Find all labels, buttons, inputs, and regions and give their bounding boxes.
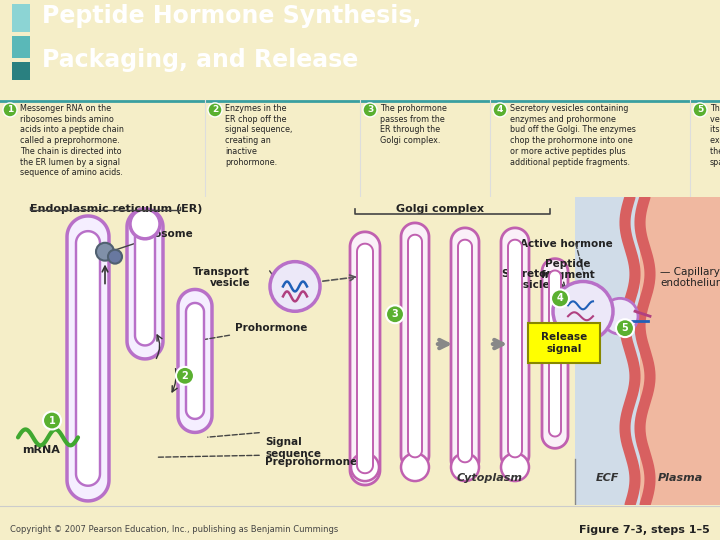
Text: Packaging, and Release: Packaging, and Release	[42, 48, 359, 72]
Text: Messenger RNA on the
ribosomes binds amino
acids into a peptide chain
called a p: Messenger RNA on the ribosomes binds ami…	[20, 104, 124, 178]
Text: 1: 1	[49, 415, 55, 426]
Polygon shape	[401, 223, 429, 469]
FancyBboxPatch shape	[575, 197, 655, 505]
Text: mRNA: mRNA	[22, 446, 60, 455]
Polygon shape	[186, 303, 204, 419]
Circle shape	[176, 367, 194, 385]
Text: 3: 3	[367, 105, 373, 114]
Circle shape	[616, 319, 634, 337]
Text: Ribosome: Ribosome	[109, 229, 193, 252]
Polygon shape	[127, 209, 163, 359]
Text: Peptide
fragment: Peptide fragment	[541, 259, 595, 280]
Circle shape	[602, 299, 638, 334]
Circle shape	[96, 243, 114, 261]
Circle shape	[270, 262, 320, 311]
Circle shape	[208, 103, 222, 117]
Circle shape	[693, 103, 707, 117]
Polygon shape	[76, 231, 100, 485]
Text: Endoplasmic reticulum (ER): Endoplasmic reticulum (ER)	[30, 204, 202, 214]
Circle shape	[363, 103, 377, 117]
Polygon shape	[451, 228, 479, 474]
Text: Preprohormone: Preprohormone	[265, 457, 357, 467]
Polygon shape	[408, 235, 422, 457]
Text: 1: 1	[7, 105, 13, 114]
Text: 4: 4	[557, 293, 563, 303]
Polygon shape	[501, 228, 529, 469]
Text: 5: 5	[697, 105, 703, 114]
Text: 2: 2	[181, 371, 189, 381]
FancyBboxPatch shape	[12, 4, 30, 32]
Text: The secretory
vesicle releases
its contents by
exocytosis into
the extracellular: The secretory vesicle releases its conte…	[710, 104, 720, 167]
Polygon shape	[458, 240, 472, 462]
Polygon shape	[549, 271, 561, 436]
Polygon shape	[350, 232, 380, 485]
Circle shape	[401, 453, 429, 481]
Polygon shape	[542, 259, 568, 448]
Polygon shape	[67, 216, 109, 501]
Circle shape	[3, 103, 17, 117]
Circle shape	[43, 411, 61, 429]
Text: Secretory
vesicle: Secretory vesicle	[501, 268, 559, 290]
Circle shape	[551, 289, 569, 307]
Polygon shape	[357, 244, 373, 473]
Text: Enzymes in the
ER chop off the
signal sequence,
creating an
inactive
prohormone.: Enzymes in the ER chop off the signal se…	[225, 104, 292, 167]
FancyBboxPatch shape	[12, 36, 30, 58]
Polygon shape	[178, 289, 212, 433]
Text: Golgi complex: Golgi complex	[396, 204, 484, 214]
Text: Secretory vesicles containing
enzymes and prohormone
bud off the Golgi. The enzy: Secretory vesicles containing enzymes an…	[510, 104, 636, 167]
Text: Copyright © 2007 Pearson Education, Inc., publishing as Benjamin Cummings: Copyright © 2007 Pearson Education, Inc.…	[10, 525, 338, 535]
Circle shape	[493, 103, 507, 117]
Text: Cytoplasm: Cytoplasm	[457, 473, 523, 483]
Circle shape	[553, 281, 613, 341]
Text: ECF: ECF	[595, 473, 618, 483]
Circle shape	[501, 453, 529, 481]
Polygon shape	[135, 222, 155, 346]
Text: 3: 3	[392, 309, 398, 319]
Text: Prohormone: Prohormone	[198, 323, 307, 341]
FancyBboxPatch shape	[12, 62, 30, 80]
Text: Figure 7-3, steps 1–5: Figure 7-3, steps 1–5	[580, 525, 710, 535]
Text: Plasma: Plasma	[657, 473, 703, 483]
FancyBboxPatch shape	[640, 197, 720, 505]
Text: The prohormone
passes from the
ER through the
Golgi complex.: The prohormone passes from the ER throug…	[380, 104, 447, 145]
Text: Peptide Hormone Synthesis,: Peptide Hormone Synthesis,	[42, 4, 421, 28]
Circle shape	[351, 453, 379, 481]
Text: 2: 2	[212, 105, 218, 114]
Text: Release
signal: Release signal	[541, 332, 587, 354]
FancyBboxPatch shape	[528, 323, 600, 363]
Circle shape	[130, 209, 160, 239]
Text: Signal
sequence: Signal sequence	[265, 437, 321, 459]
Text: Active hormone: Active hormone	[520, 239, 613, 249]
Polygon shape	[508, 240, 522, 457]
Circle shape	[386, 305, 404, 323]
Text: — Capillary
endothelium: — Capillary endothelium	[660, 267, 720, 288]
Circle shape	[451, 453, 479, 481]
Circle shape	[108, 249, 122, 264]
Text: 5: 5	[621, 323, 629, 333]
Text: Transport
vesicle: Transport vesicle	[193, 267, 250, 288]
Text: 4: 4	[497, 105, 503, 114]
